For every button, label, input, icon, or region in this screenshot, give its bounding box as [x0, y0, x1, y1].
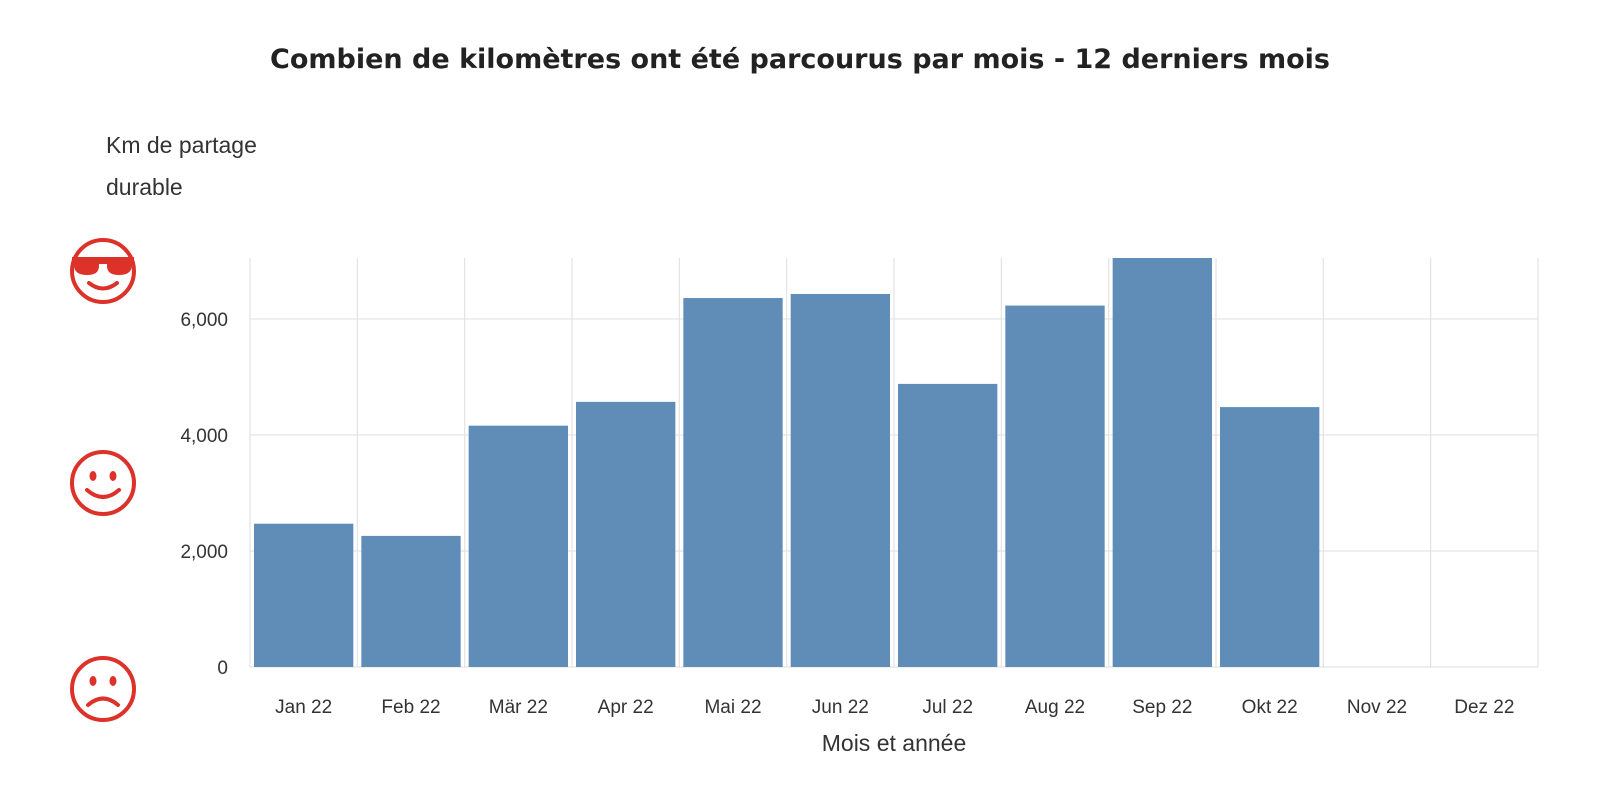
x-tick-label: Jan 22: [275, 697, 332, 718]
bar: [790, 293, 890, 667]
x-tick-label: Mai 22: [704, 697, 761, 718]
bar: [1005, 305, 1105, 667]
bar: [1220, 407, 1320, 667]
y-tick-label: 4,000: [180, 426, 228, 447]
x-tick-label: Feb 22: [381, 697, 440, 718]
x-axis-label: Mois et année: [821, 730, 967, 756]
x-tick-label: Mär 22: [489, 697, 548, 718]
bar: [898, 383, 998, 667]
x-tick-label: Sep 22: [1132, 697, 1192, 718]
sunglasses-face-icon: [70, 238, 136, 304]
chart-title: Combien de kilomètres ont été parcourus …: [270, 44, 1330, 75]
x-tick-label: Apr 22: [598, 697, 654, 718]
x-tick-label: Jun 22: [812, 697, 869, 718]
bar: [254, 523, 354, 667]
frowning-face-icon: [70, 656, 136, 722]
y-tick-label: 0: [217, 658, 228, 679]
x-tick-label: Okt 22: [1242, 697, 1298, 718]
x-tick-label: Aug 22: [1025, 697, 1085, 718]
x-tick-label: Jul 22: [922, 697, 973, 718]
bar: [468, 425, 568, 667]
y-tick-label: 6,000: [180, 310, 228, 331]
y-axis-label-line-2: durable: [106, 174, 183, 200]
y-axis-label: Km de partage durable: [106, 124, 326, 208]
y-tick-label: 2,000: [180, 542, 228, 563]
bar: [683, 298, 783, 667]
x-tick-label: Dez 22: [1454, 697, 1514, 718]
bar: [361, 535, 461, 667]
smiling-face-icon: [70, 450, 136, 516]
bar: [1112, 258, 1212, 667]
y-axis-label-line-1: Km de partage: [106, 132, 257, 158]
bar: [576, 401, 676, 667]
x-tick-label: Nov 22: [1347, 697, 1407, 718]
